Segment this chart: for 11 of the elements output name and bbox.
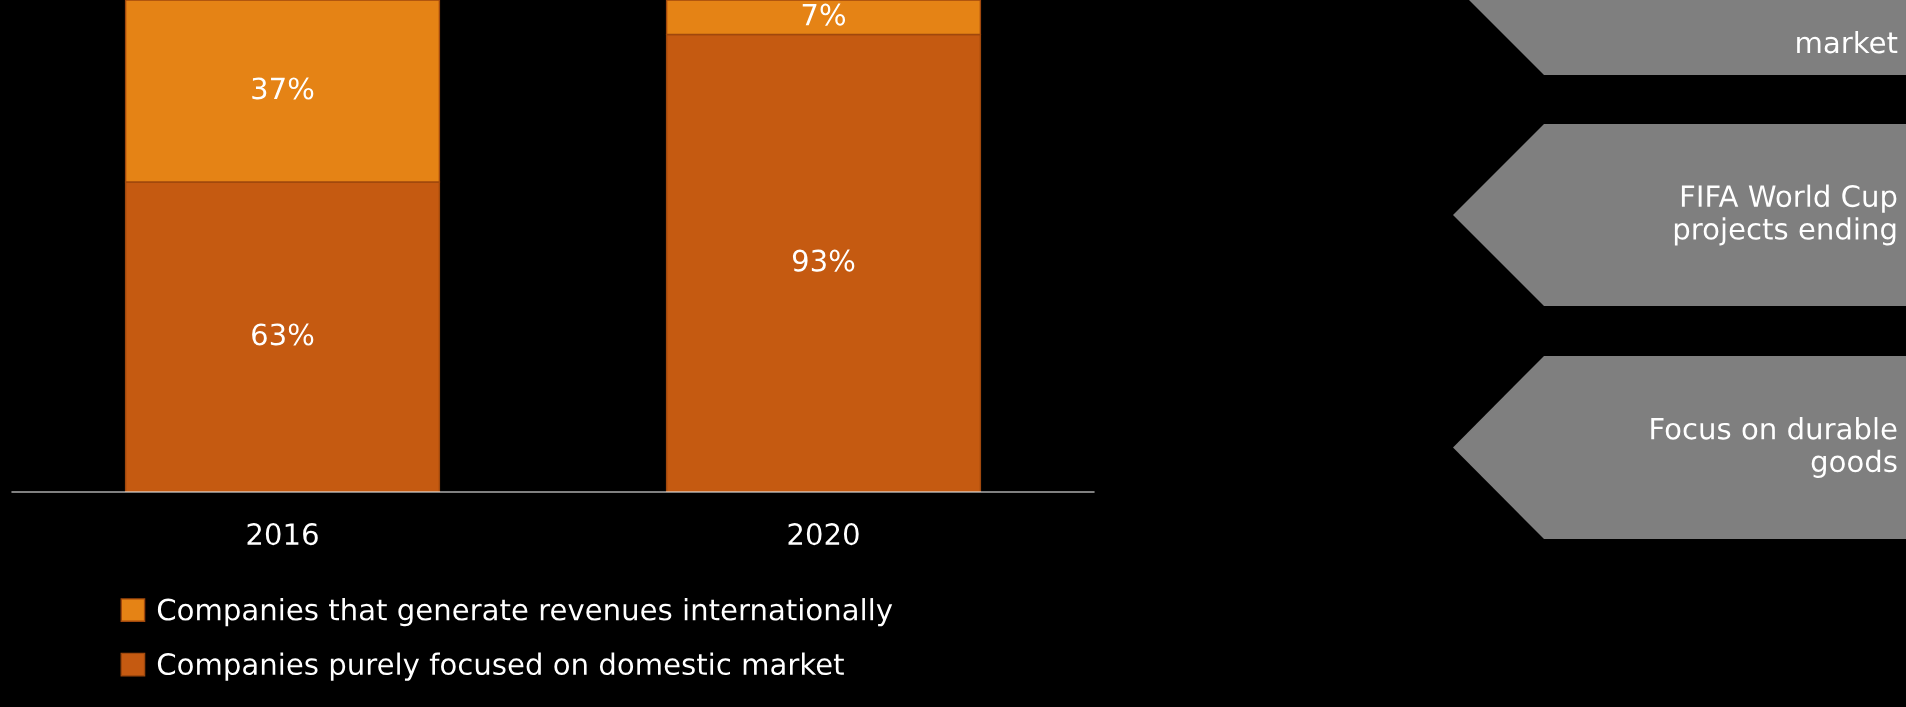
x-tick-label: 2016 (247, 523, 318, 546)
text: FIFA World Cup projects ending (1674, 184, 1897, 246)
x-tick-label: 2020 (788, 523, 859, 546)
text: market (1797, 30, 1898, 54)
legend-label: Companies that generate revenues internationally (157, 598, 893, 627)
data-label: 93% (792, 249, 855, 272)
legend-label: Companies purely focused on domestic market (157, 652, 844, 681)
text: Focus on durable goods (1651, 417, 1897, 478)
data-label: 63% (252, 323, 314, 346)
data-label: 37% (252, 77, 314, 100)
data-label: 7% (802, 3, 846, 26)
